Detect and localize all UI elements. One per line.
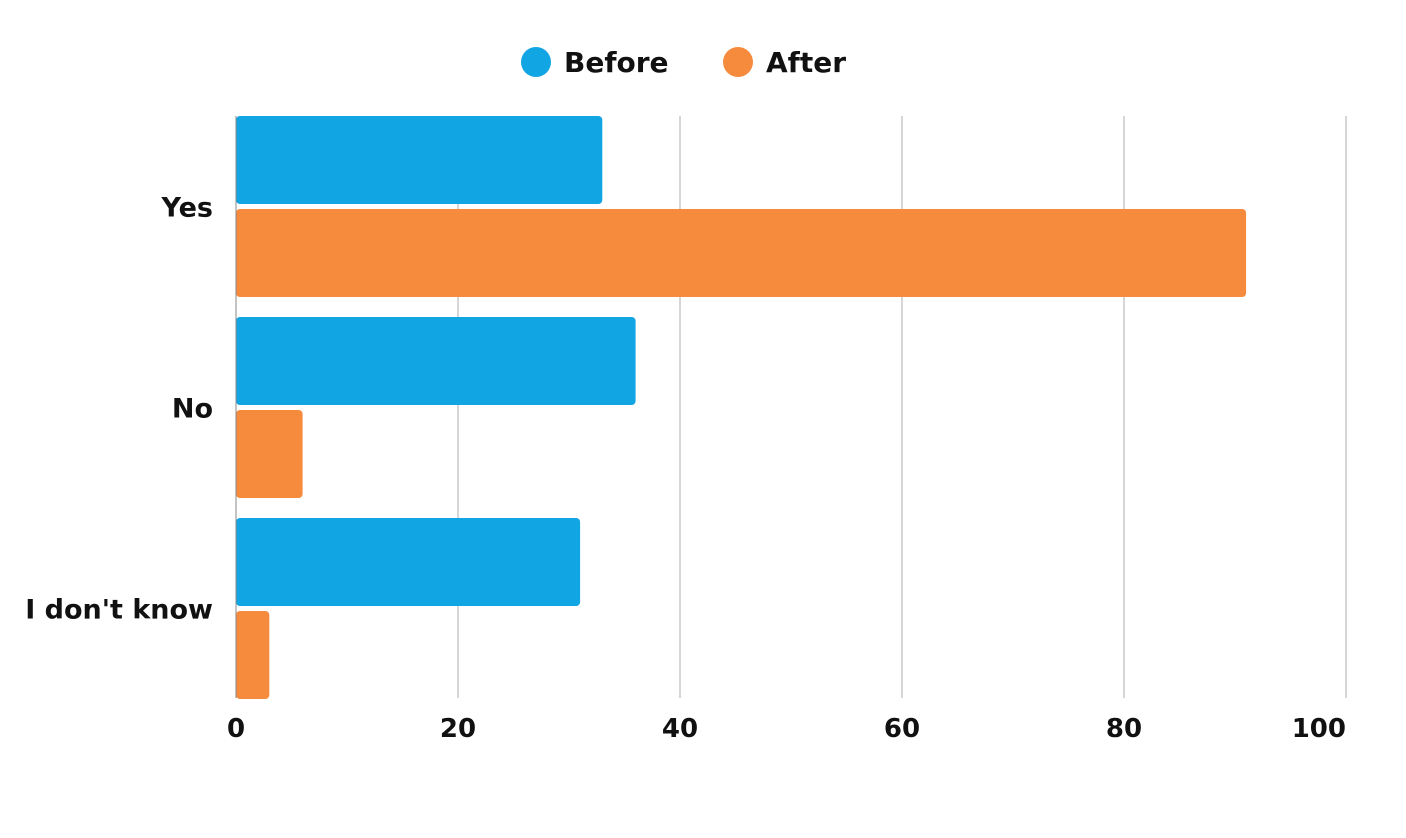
bar-after xyxy=(236,209,1247,297)
legend-label: Before xyxy=(564,46,669,79)
x-tick-label: 0 xyxy=(227,714,245,744)
x-tick-label: 100 xyxy=(1292,714,1346,744)
legend: Before After xyxy=(521,46,846,79)
x-tick-label: 40 xyxy=(662,714,698,744)
legend-swatch xyxy=(521,47,551,77)
x-tick-labels: 0 20 40 60 80 100 xyxy=(227,714,1346,744)
category-labels: Yes No I don't know xyxy=(25,193,213,626)
legend-swatch xyxy=(723,47,753,77)
category-label: I don't know xyxy=(25,595,213,626)
category-label: Yes xyxy=(161,193,213,224)
bar-before xyxy=(236,317,636,405)
bar-before xyxy=(236,518,581,606)
x-tick-label: 80 xyxy=(1106,714,1142,744)
legend-label: After xyxy=(766,46,846,79)
category-label: No xyxy=(172,394,213,425)
x-tick-label: 60 xyxy=(884,714,920,744)
bar-after xyxy=(236,611,270,699)
x-tick-label: 20 xyxy=(440,714,476,744)
bars xyxy=(236,116,1247,699)
bar-after xyxy=(236,410,303,498)
bar-before xyxy=(236,116,603,204)
